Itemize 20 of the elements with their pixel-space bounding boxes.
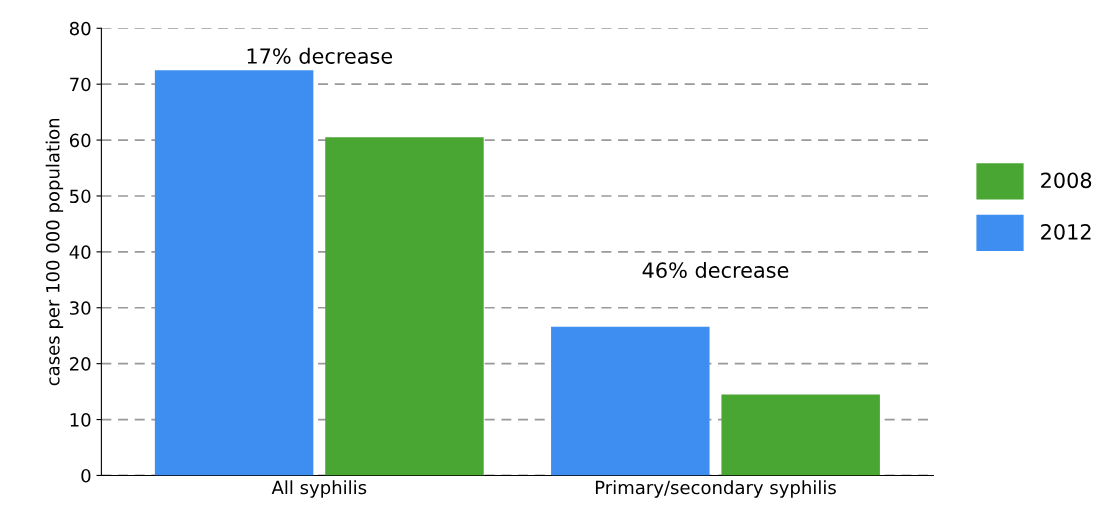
legend-label: 2012 bbox=[1041, 223, 1091, 240]
legend-label: 2008 bbox=[1041, 172, 1092, 189]
y-tick-label: 50 bbox=[70, 189, 91, 204]
x-tick-label: All syphilis bbox=[271, 480, 367, 498]
annotation: 46% decrease bbox=[642, 261, 789, 279]
y-tick-label: 70 bbox=[70, 77, 91, 92]
bar bbox=[721, 394, 880, 476]
y-axis-title: cases per 100 000 population bbox=[45, 118, 64, 386]
annotation: 17% decrease bbox=[247, 47, 393, 64]
bar bbox=[325, 137, 484, 476]
y-tick-label: 0 bbox=[81, 468, 91, 483]
y-tick-label: 10 bbox=[70, 413, 91, 427]
bar bbox=[551, 326, 710, 476]
bar bbox=[154, 70, 314, 476]
y-tick-label: 40 bbox=[69, 245, 91, 259]
y-tick-label: 60 bbox=[69, 133, 91, 148]
y-tick-label: 80 bbox=[69, 21, 91, 36]
y-tick-label: 30 bbox=[70, 301, 91, 315]
x-tick-label: Primary/secondary syphilis bbox=[595, 480, 836, 498]
y-tick-label: 20 bbox=[70, 357, 91, 371]
